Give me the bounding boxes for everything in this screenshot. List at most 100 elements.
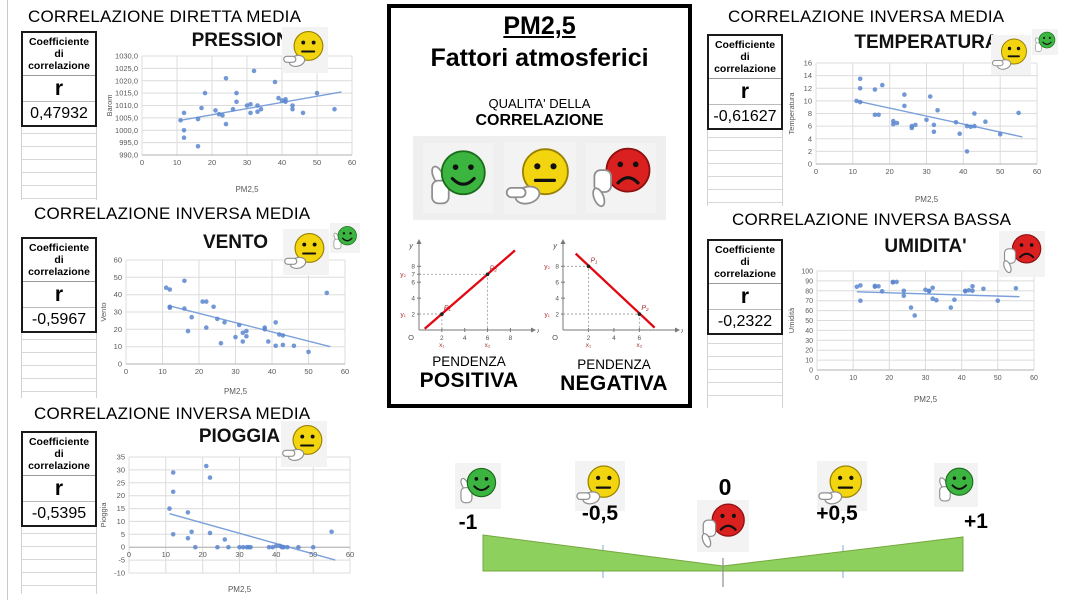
svg-text:0: 0 [808,160,812,169]
svg-text:10: 10 [162,550,170,559]
svg-text:50: 50 [304,367,312,376]
coef-symbol: r [23,76,95,102]
svg-text:PM2,5: PM2,5 [235,185,259,194]
quality-label-line2: CORRELAZIONE [475,112,604,129]
svg-text:6: 6 [555,279,559,286]
scale-face-plus1 [934,463,978,512]
faces-temperatura [991,27,1058,75]
coef-label-line1: Coefficiente di [28,242,90,266]
coefficient-box-pressione: Coefficiente di correlazione r 0,47932 [21,31,97,127]
svg-text:12: 12 [804,84,812,93]
svg-text:30: 30 [235,550,243,559]
red-thumbs-down-icon [586,143,656,213]
svg-text:25: 25 [117,478,125,487]
coef-label-line1: Coefficiente di [28,36,90,60]
coef-label-line2: correlazione [23,266,95,282]
yellow-thinking-icon [281,421,327,467]
coef-symbol: r [709,284,781,310]
svg-text:10: 10 [158,367,166,376]
svg-text:10: 10 [805,358,813,365]
svg-text:60: 60 [114,256,122,265]
svg-text:2: 2 [555,311,559,318]
svg-text:PRESSIONE: PRESSIONE [192,30,303,51]
svg-text:2: 2 [440,335,444,342]
slope-negative-label2: NEGATIVA [560,372,668,395]
svg-text:100: 100 [801,269,813,276]
slope-positive-label2: POSITIVA [419,369,519,392]
svg-text:30: 30 [231,367,239,376]
svg-text:x₂: x₂ [485,342,491,349]
quality-label-line1: QUALITA' DELLA [488,96,591,111]
scale-label-minus1: -1 [458,511,478,534]
faces-umidita [999,229,1045,277]
scale-face-zero [697,500,749,557]
svg-text:1025,0: 1025,0 [115,64,138,73]
svg-text:40: 40 [272,550,280,559]
svg-text:50: 50 [805,318,813,325]
svg-text:6: 6 [411,279,415,286]
slope-positive-graph: 2x₁46x₂82y₁467y₂8P₁P₂Oxy [399,238,541,350]
coef-label-line2: correlazione [709,268,781,284]
quality-faces-strip [413,136,666,220]
svg-text:40: 40 [805,328,813,335]
svg-text:y: y [408,241,414,250]
svg-text:2: 2 [411,311,415,318]
coef-label-line1: Coefficiente di [714,39,776,63]
coefficient-box-temperatura: Coefficiente di correlazione r -0,61627 [707,34,783,130]
svg-text:y₂: y₂ [544,263,550,270]
green-thumbs-up-icon [455,463,501,509]
svg-text:Pioggia: Pioggia [99,502,108,528]
faces-pioggia [281,419,327,467]
heading-pressione: CORRELAZIONE DIRETTA MEDIA [28,7,302,26]
scale-label-plus1: +1 [964,510,988,533]
svg-text:6: 6 [486,335,490,342]
green-thumbs-up-icon [1032,29,1058,55]
svg-text:60: 60 [1030,375,1038,382]
coefficient-box-vento: Coefficiente di correlazione r -0,5967 [21,237,97,333]
svg-text:50: 50 [313,158,321,167]
svg-text:30: 30 [922,375,930,382]
svg-text:VENTO: VENTO [203,232,268,253]
slope-negative-graph: 2x₁46x₂2y₁468y₂P₁P₂Oxy [543,238,685,350]
svg-text:-5: -5 [118,556,125,565]
svg-text:0: 0 [124,367,128,376]
green-thumbs-up-icon [330,223,360,253]
svg-text:30: 30 [114,308,122,317]
svg-text:-10: -10 [114,569,125,578]
svg-text:1015,0: 1015,0 [115,89,138,98]
scale-face-plus05 [817,461,867,516]
heading-umidita: CORRELAZIONE INVERSA BASSA [732,210,1012,229]
svg-text:10: 10 [804,96,812,105]
svg-text:PM2,5: PM2,5 [224,387,248,396]
svg-text:Barom: Barom [105,94,114,116]
scale-wedge [482,534,964,572]
svg-text:x: x [680,326,683,335]
red-thumbs-down-icon [697,500,749,552]
svg-text:30: 30 [922,167,930,176]
yellow-thinking-icon [575,461,625,511]
heading-temperatura: CORRELAZIONE INVERSA MEDIA [728,7,1005,26]
svg-text:15: 15 [117,504,125,513]
coef-symbol: r [709,79,781,105]
svg-text:20: 20 [117,491,125,500]
chart-pioggia: -10 -5 0 5 10 15 20 25 30 35 0 10 20 30 40 50 60 PM2,5 Pio… [98,420,370,598]
svg-text:60: 60 [805,308,813,315]
svg-text:4: 4 [555,295,559,302]
svg-text:y₁: y₁ [545,311,551,318]
svg-text:TEMPERATURA: TEMPERATURA [854,32,999,53]
svg-text:0: 0 [121,543,125,552]
yellow-thinking-icon [817,461,867,511]
svg-text:6: 6 [808,122,812,131]
svg-text:PM2,5: PM2,5 [228,585,252,594]
scale-face-minus1 [455,463,501,514]
svg-text:20: 20 [886,167,894,176]
svg-text:60: 60 [346,550,354,559]
svg-text:40: 40 [278,158,286,167]
svg-text:2: 2 [587,335,591,342]
green-thumbs-up-icon [423,143,493,213]
chart-pressione: 990,0 995,0 1000,0 1005,0 1010,0 1015,0 1020,0… [98,26,364,198]
svg-text:14: 14 [804,71,812,80]
svg-text:PM2,5: PM2,5 [915,195,939,204]
yellow-thinking-icon [503,142,576,214]
svg-text:4: 4 [463,335,467,342]
